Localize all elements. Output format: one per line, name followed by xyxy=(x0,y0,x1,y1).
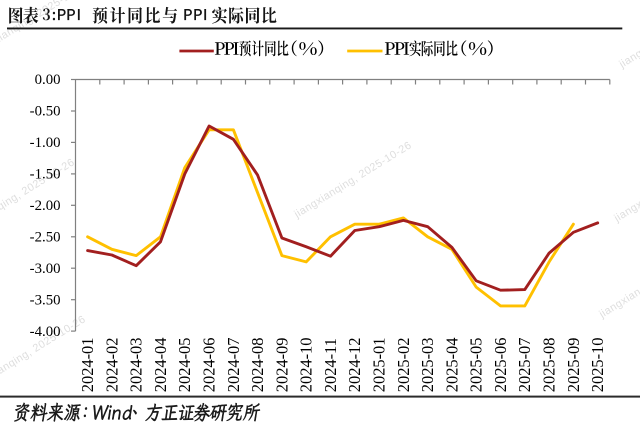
svg-text:2025-04: 2025-04 xyxy=(442,338,461,393)
svg-text:2024-06: 2024-06 xyxy=(200,338,219,393)
svg-text:2025-07: 2025-07 xyxy=(515,338,534,393)
svg-text:2024-07: 2024-07 xyxy=(224,338,243,393)
svg-text:2025-01: 2025-01 xyxy=(370,338,389,393)
svg-text:2025-09: 2025-09 xyxy=(564,338,583,393)
svg-text:2025-06: 2025-06 xyxy=(491,338,510,393)
svg-text:-3.00: -3.00 xyxy=(30,261,61,277)
svg-text:2024-04: 2024-04 xyxy=(151,338,170,393)
svg-text:0.00: 0.00 xyxy=(35,72,61,88)
svg-text:-4.00: -4.00 xyxy=(30,324,61,340)
svg-text:2025-03: 2025-03 xyxy=(418,338,437,393)
svg-text:2024-11: 2024-11 xyxy=(321,338,340,392)
svg-text:2024-10: 2024-10 xyxy=(297,338,316,393)
svg-text:2024-09: 2024-09 xyxy=(272,338,291,393)
svg-text:-1.50: -1.50 xyxy=(30,167,61,183)
svg-text:-3.50: -3.50 xyxy=(30,292,61,308)
svg-text:2025-08: 2025-08 xyxy=(540,338,559,393)
svg-text:2024-05: 2024-05 xyxy=(175,338,194,393)
svg-text:-0.50: -0.50 xyxy=(30,104,61,120)
svg-text:2024-01: 2024-01 xyxy=(78,338,97,393)
svg-text:-2.00: -2.00 xyxy=(30,198,61,214)
svg-text:2024-12: 2024-12 xyxy=(345,338,364,393)
svg-text:-2.50: -2.50 xyxy=(30,229,61,245)
svg-text:2025-10: 2025-10 xyxy=(588,338,607,393)
svg-text:-1.00: -1.00 xyxy=(30,135,61,151)
svg-text:2025-05: 2025-05 xyxy=(467,338,486,393)
svg-text:2024-02: 2024-02 xyxy=(102,338,121,393)
svg-text:2025-02: 2025-02 xyxy=(394,338,413,393)
svg-text:2024-03: 2024-03 xyxy=(127,338,146,393)
svg-text:2024-08: 2024-08 xyxy=(248,338,267,393)
